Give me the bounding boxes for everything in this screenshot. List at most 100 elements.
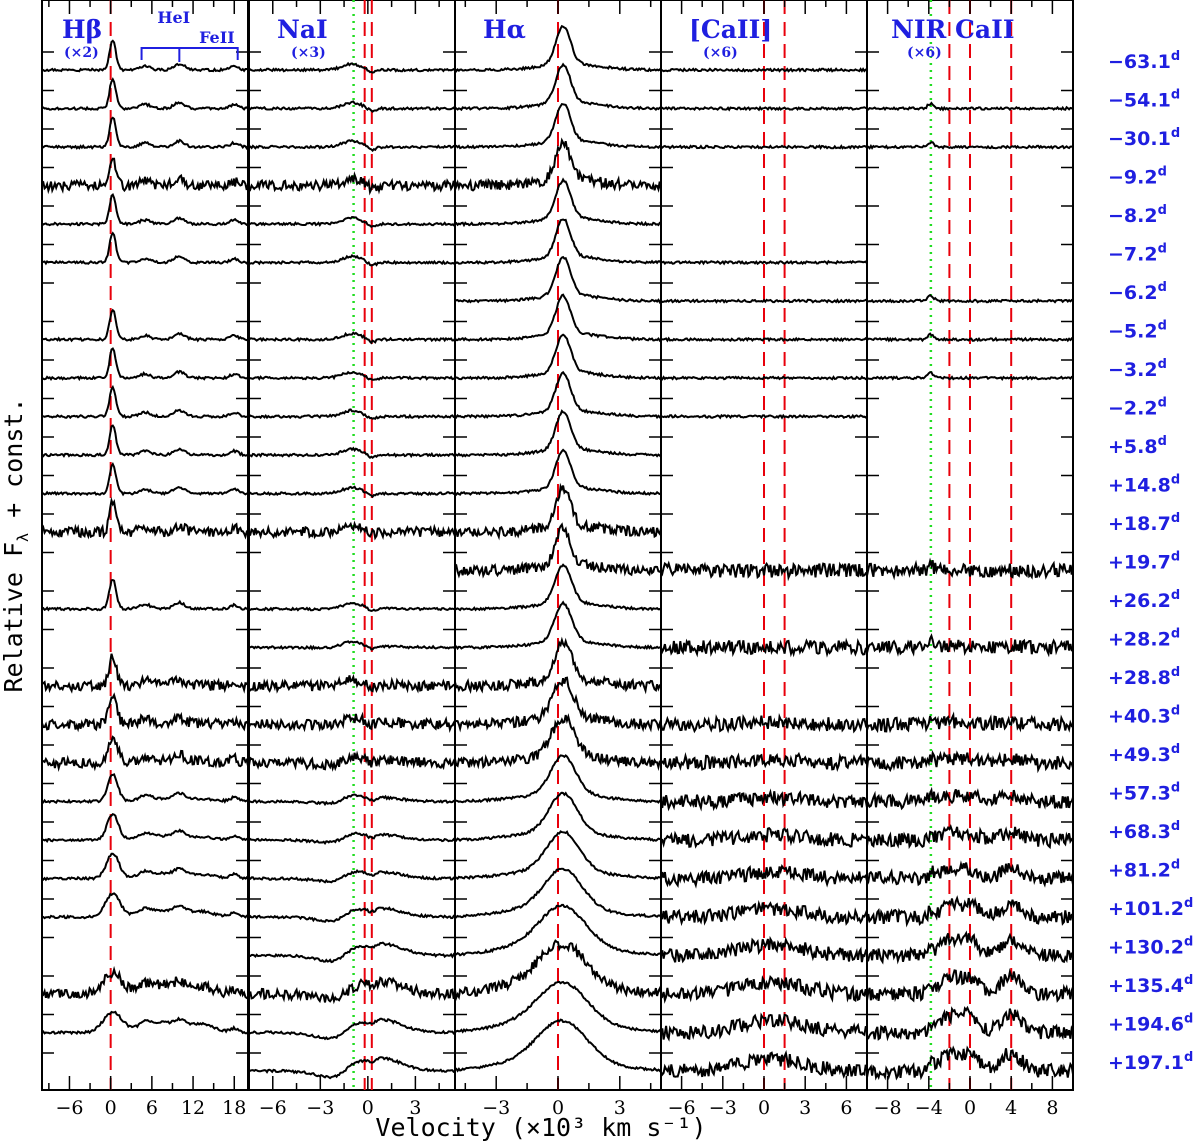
x-tick-label-2-1: 0 [552, 1097, 564, 1119]
spectrum-1--63.1 [250, 61, 455, 74]
epoch-label: +101.2d [1108, 896, 1193, 920]
x-tick-label-3-0: −6 [668, 1097, 696, 1119]
spectrum-0--9.2 [42, 157, 248, 195]
epoch-label: +5.8d [1108, 434, 1167, 458]
spectrum-3-+101.2 [662, 899, 867, 927]
spectrum-0--3.2 [42, 347, 248, 382]
panel-spectra-4 [868, 101, 1072, 1081]
epoch-label: −2.2d [1108, 396, 1167, 420]
spectrum-2-+194.6 [456, 980, 661, 1034]
epoch-unit: d [1158, 357, 1167, 372]
spectrum-4-+135.4 [868, 967, 1072, 1003]
spectrum-1-+81.2 [250, 868, 455, 884]
epoch-label: −54.1d [1108, 88, 1180, 112]
spectrum-3-+40.3 [662, 712, 867, 734]
spectrum-0-+28.8 [42, 653, 248, 694]
spectrum-4-+68.3 [868, 824, 1072, 850]
spectrum-0--30.1 [42, 116, 248, 151]
epoch-label: −5.2d [1108, 319, 1167, 343]
spectrum-0--5.2 [42, 308, 248, 343]
spectrum-3--2.2 [662, 413, 867, 420]
spectrum-0-+5.8 [42, 424, 248, 458]
spectrum-0-+81.2 [42, 852, 248, 882]
x-tick-label-4-1: −4 [915, 1097, 943, 1119]
epoch-unit: d [1171, 473, 1180, 488]
spectrum-3-+135.4 [662, 975, 867, 1004]
spectrum-3-+81.2 [662, 863, 867, 889]
spectrum-2-+19.7 [456, 522, 661, 579]
spectrum-3-+197.1 [662, 1049, 867, 1079]
spectrum-2--54.1 [456, 62, 661, 112]
epoch-unit: d [1171, 858, 1180, 873]
spectrum-1-+49.3 [250, 750, 455, 772]
axis-ticks: −6 0 6 12 18 −6 −3 0 3 −3 0 3 −6 −3 0 3 6 −8 −4 0 4 8 [42, 0, 1074, 1119]
spectrum-3-+57.3 [662, 788, 867, 812]
x-tick-label-2-0: −3 [482, 1097, 510, 1119]
x-tick-label-4-4: 8 [1046, 1097, 1058, 1119]
epoch-unit: d [1171, 511, 1180, 526]
spectrum-1-+28.2 [250, 640, 455, 651]
epoch-label: −63.1d [1108, 49, 1180, 73]
x-tick-label-0-1: 0 [105, 1097, 117, 1119]
spectrum-2--3.2 [456, 333, 661, 381]
panel-title-1: NaI [277, 15, 328, 44]
spectrum-1--3.2 [250, 370, 455, 381]
panel-frame-1 [248, 0, 456, 1091]
x-tick-label-3-2: 0 [758, 1097, 770, 1119]
panel-scale-0: (×2) [64, 45, 99, 61]
spectrum-2-+197.1 [456, 1018, 661, 1073]
spectrum-0-+40.3 [42, 692, 248, 733]
spectrum-2-+40.3 [456, 676, 661, 733]
spectrum-4-+194.6 [868, 1005, 1072, 1042]
epoch-label: +18.7d [1108, 511, 1180, 535]
y-axis-label-subscript: λ [14, 533, 32, 542]
epoch-label: +40.3d [1108, 704, 1180, 728]
epoch-label: −9.2d [1108, 165, 1167, 189]
spectrum-2-+130.2 [456, 903, 661, 957]
spectrum-1-+40.3 [250, 711, 455, 733]
epoch-unit: d [1184, 1012, 1193, 1027]
spectrum-3--6.2 [662, 298, 867, 304]
panel-spectra-0 [42, 39, 248, 1036]
epoch-unit: d [1171, 742, 1180, 757]
spectrum-0-+14.8 [42, 462, 248, 497]
spectrum-0--2.2 [42, 384, 248, 420]
epoch-label: +26.2d [1108, 588, 1180, 612]
spectrum-2-+49.3 [456, 713, 661, 771]
spectrum-1-+68.3 [250, 831, 455, 845]
spectrum-0-+57.3 [42, 773, 248, 805]
epoch-unit: d [1158, 396, 1167, 411]
epoch-label: +49.3d [1108, 742, 1180, 766]
panel-spectra-2 [456, 24, 661, 1073]
spectrum-0-+101.2 [42, 892, 248, 920]
spectrum-1-+135.4 [250, 976, 455, 1005]
spectrum-3-+19.7 [662, 560, 867, 582]
epoch-label: +28.2d [1108, 627, 1180, 651]
spectrum-0-+135.4 [42, 965, 248, 1001]
spectrum-0-+26.2 [42, 578, 248, 612]
epoch-unit: d [1171, 88, 1180, 103]
epoch-unit: d [1171, 781, 1180, 796]
epoch-unit: d [1158, 280, 1167, 295]
epoch-unit: d [1171, 819, 1180, 834]
spectrum-2-+101.2 [456, 867, 661, 919]
epoch-label: −3.2d [1108, 357, 1167, 381]
epoch-unit: d [1158, 434, 1167, 449]
epoch-unit: d [1158, 242, 1167, 257]
epoch-label: +57.3d [1108, 781, 1180, 805]
spectrum-3-+28.2 [662, 637, 867, 658]
spectrum-3--63.1 [662, 67, 867, 73]
spectrum-3--54.1 [662, 105, 867, 112]
spectrum-1-+28.8 [250, 673, 455, 694]
epoch-label: +19.7d [1108, 550, 1180, 574]
epoch-unit: d [1184, 935, 1193, 950]
panel-title-3: [CaII] [689, 15, 772, 44]
spectrum-2--9.2 [456, 137, 661, 193]
spectrum-2-+81.2 [456, 830, 661, 881]
spectrum-2-+28.8 [456, 636, 661, 695]
spectrum-3-+49.3 [662, 751, 867, 772]
spectrum-1--9.2 [250, 171, 455, 196]
spectrum-4--3.2 [868, 371, 1072, 382]
spectrum-4--54.1 [868, 101, 1072, 112]
